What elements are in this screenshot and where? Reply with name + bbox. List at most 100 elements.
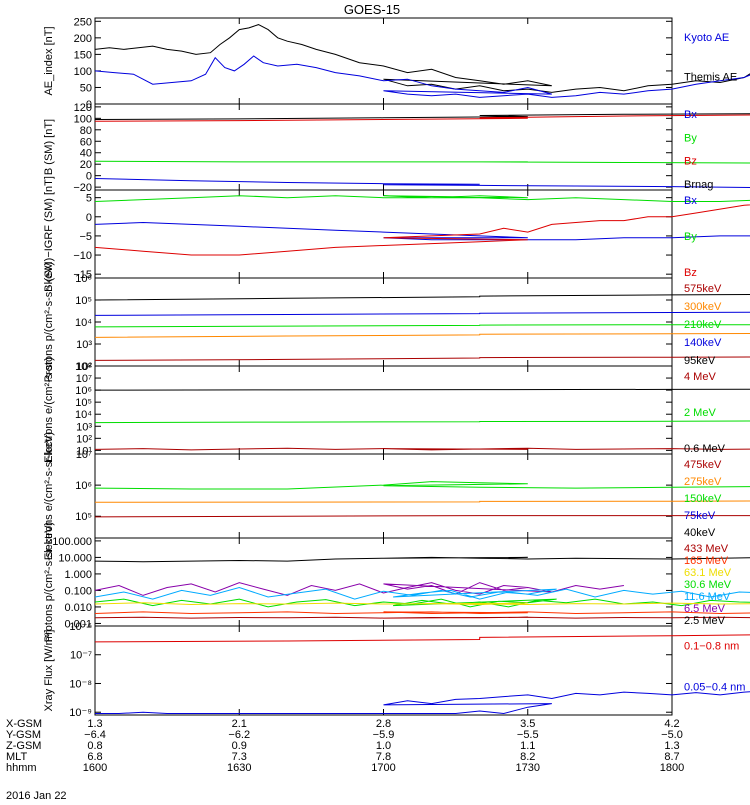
- ephemeris-row-label: X-GSM: [6, 718, 42, 730]
- ephemeris-value: −5.0: [661, 729, 683, 741]
- y-tick-label: 10⁶: [75, 273, 92, 285]
- y-axis-label: Electrons e/(cm²-s-sr-keV): [43, 432, 55, 560]
- y-tick-label: 10⁻⁷: [70, 650, 92, 662]
- panel-1: 0 50 100 150 200 250 AE_index [nT] Kyoto AE Them…: [43, 16, 750, 111]
- x-axis-ephemeris-rows: X-GSM 1.3 2.1 2.8 3.5 4.2 Y-GSM −6.4 −6.2 −5.9 −5.…: [6, 718, 684, 774]
- series-line-433-mev: [94, 616, 750, 619]
- y-tick-label: 10⁻⁶: [69, 621, 92, 633]
- y-tick-label: 10²: [76, 361, 92, 373]
- y-tick-label: 150: [74, 49, 92, 61]
- y-tick-label: 100.000: [52, 536, 92, 548]
- series-line-275kev: [94, 500, 750, 503]
- y-tick-label: 10⁷: [76, 373, 92, 385]
- y-tick-label: 60: [80, 136, 92, 148]
- y-axis-label: Xray Flux [W/m²]: [43, 630, 55, 712]
- legend-entry: 2.5 MeV: [684, 615, 726, 627]
- y-axis-label: B (SM)−IGRF (SM) [nT]: [43, 176, 55, 292]
- y-axis-label: Protons p/(cm²-s-sr-keV): [43, 262, 55, 382]
- ephemeris-value: 3.5: [520, 718, 535, 730]
- series-line-0-1-0-8-nm: [94, 634, 750, 643]
- legend-entry: 433 MeV: [684, 543, 729, 555]
- legend-entry: Bz: [684, 156, 697, 168]
- ephemeris-value: 1.3: [664, 740, 679, 752]
- y-tick-label: 100: [74, 113, 92, 125]
- y-tick-label: 5: [86, 193, 92, 205]
- legend-entry: 300keV: [684, 301, 722, 313]
- ephemeris-value: 6.8: [87, 751, 102, 763]
- y-axis-label: B (SM) [nT]: [43, 119, 55, 175]
- panel-frame: [94, 365, 673, 455]
- y-tick-label: 20: [80, 159, 92, 171]
- legend-entry: 575keV: [684, 283, 722, 295]
- series-line-6-5-mev: [94, 582, 624, 596]
- series-line-11-6-mev: [94, 586, 750, 600]
- ephemeris-row-label: Y-GSM: [6, 729, 41, 741]
- series-line-bx: [94, 178, 750, 188]
- series-line-63-1-mev: [94, 602, 750, 606]
- panel-3: −15 −10 −5 0 5 B (SM)−IGRF (SM) [nT] Bx By Bz: [43, 176, 750, 292]
- ephemeris-value: 1630: [227, 762, 251, 774]
- legend-entry: 210keV: [684, 319, 722, 331]
- y-axis-label: Electrons e/(cm²-s-sr): [43, 357, 55, 463]
- y-tick-label: 1.000: [64, 569, 92, 581]
- ephemeris-row-label: hhmm: [6, 762, 37, 774]
- y-axis-label: Protons p/(cm²-s-sr-keV): [43, 522, 55, 642]
- series-line-kyoto-ae: [94, 55, 750, 98]
- y-axis-label: AE_index [nT]: [43, 26, 55, 95]
- series-line-0-6-mev: [94, 388, 750, 391]
- y-tick-label: 0: [86, 212, 92, 224]
- ephemeris-value: 1600: [83, 762, 107, 774]
- y-tick-label: 10⁸: [75, 361, 92, 373]
- legend-entry: Bx: [684, 109, 697, 121]
- y-tick-label: 10⁵: [75, 295, 92, 307]
- panel-4: 10² 10³ 10⁴ 10⁵ 10⁶ Protons p/(cm²-s-sr-keV) 5…: [43, 262, 750, 382]
- series-line-bx: [94, 221, 750, 241]
- legend-entry: Brnag: [684, 179, 713, 191]
- series-line-2-5-mev: [94, 556, 750, 563]
- ephemeris-row-label: Z-GSM: [6, 740, 41, 752]
- chart-title: GOES-15: [344, 2, 400, 17]
- legend-entry: 150keV: [684, 493, 722, 505]
- y-tick-label: 100: [74, 66, 92, 78]
- series-line-by: [94, 160, 750, 164]
- y-tick-label: 10¹: [76, 445, 92, 457]
- series-line-210kev: [94, 324, 750, 328]
- legend-entry: 75keV: [684, 510, 716, 522]
- y-tick-label: 10⁴: [75, 409, 92, 421]
- legend-entry: 0.1−0.8 nm: [684, 641, 739, 653]
- y-tick-label: −15: [73, 269, 92, 281]
- y-tick-label: 10⁴: [75, 317, 92, 329]
- y-tick-label: 0.100: [64, 585, 92, 597]
- ephemeris-value: 4.2: [664, 718, 679, 730]
- series-line-2-mev: [94, 420, 750, 424]
- series-line-0-05-0-4-nm: [95, 691, 750, 715]
- ephemeris-value: 2.1: [232, 718, 247, 730]
- ephemeris-value: 1.1: [520, 740, 535, 752]
- y-tick-label: 10.000: [58, 552, 92, 564]
- legend-entry: 11.6 MeV: [684, 591, 731, 603]
- ephemeris-value: 1700: [371, 762, 395, 774]
- series-line-165-mev: [94, 611, 750, 615]
- legend-entry: Themis AE: [684, 71, 737, 83]
- ephemeris-value: −6.2: [228, 729, 250, 741]
- y-tick-label: 10³: [76, 339, 92, 351]
- y-tick-label: −20: [73, 182, 92, 194]
- legend-entry: By: [684, 132, 697, 144]
- y-tick-label: 200: [74, 33, 92, 45]
- series-line-bz: [94, 114, 750, 122]
- series-line-themis-ae: [94, 24, 750, 93]
- panel-6: 10⁵ 10⁶ 10⁷ Electrons e/(cm²-s-sr-keV) 475ke…: [43, 432, 750, 560]
- panel-frame: [94, 453, 673, 539]
- ephemeris-value: 0.8: [87, 740, 102, 752]
- series-line-140kev: [94, 311, 750, 316]
- ephemeris-value: 0.9: [232, 740, 247, 752]
- date-label: 2016 Jan 22: [6, 790, 67, 800]
- y-tick-label: 10⁵: [75, 511, 92, 523]
- ephemeris-value: 1800: [660, 762, 684, 774]
- legend-entry: 165 MeV: [684, 555, 729, 567]
- y-tick-label: 10⁶: [75, 480, 92, 492]
- legend-entry: 275keV: [684, 476, 722, 488]
